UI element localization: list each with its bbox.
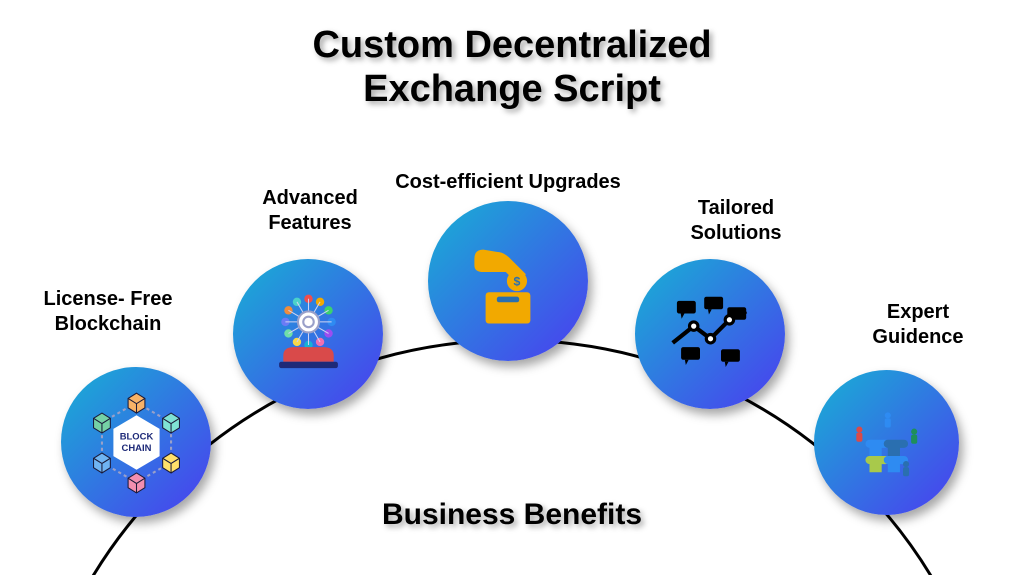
benefit-label-tailored-line-0: Tailored <box>698 197 774 219</box>
title-line-2: Exchange Script <box>363 68 661 110</box>
benefit-node-advanced <box>233 259 383 409</box>
benefit-label-tailored-line-1: Solutions <box>690 222 781 244</box>
benefit-label-advanced-line-1: Features <box>268 212 351 234</box>
benefit-node-license: BLOCKCHAIN <box>61 367 211 517</box>
features-icon <box>256 282 361 387</box>
benefit-node-tailored <box>635 259 785 409</box>
benefit-label-tailored: Tailored Solutions <box>636 196 836 246</box>
blockchain-icon: BLOCKCHAIN <box>84 390 189 495</box>
benefit-label-cost: Cost-efficient Upgrades <box>338 170 678 195</box>
title-line-1: Custom Decentralized <box>312 24 711 66</box>
benefit-node-expert <box>814 370 959 515</box>
cost-icon: $ <box>452 225 564 337</box>
benefit-label-license: License- Free Blockchain <box>23 287 193 337</box>
svg-text:BLOCK: BLOCK <box>119 431 153 442</box>
subtitle-text: Business Benefits <box>382 498 642 531</box>
benefit-label-expert: Expert Guidence <box>833 300 1003 350</box>
expert-icon <box>835 391 937 493</box>
benefit-label-expert-line-0: Expert <box>887 301 949 323</box>
subtitle: Business Benefits <box>312 498 712 532</box>
benefit-label-expert-line-1: Guidence <box>872 326 963 348</box>
benefit-node-cost: $ <box>428 201 588 361</box>
svg-text:$: $ <box>514 274 521 288</box>
infographic-stage: Custom Decentralized Exchange Script BLO… <box>0 0 1024 575</box>
benefit-label-cost-line-0: Cost-efficient Upgrades <box>395 171 621 193</box>
tailored-icon <box>658 282 763 387</box>
svg-text:CHAIN: CHAIN <box>121 442 151 453</box>
benefit-label-license-line-1: Blockchain <box>55 313 162 335</box>
main-title: Custom Decentralized Exchange Script <box>0 24 1024 111</box>
benefit-label-license-line-0: License- Free <box>44 288 173 310</box>
